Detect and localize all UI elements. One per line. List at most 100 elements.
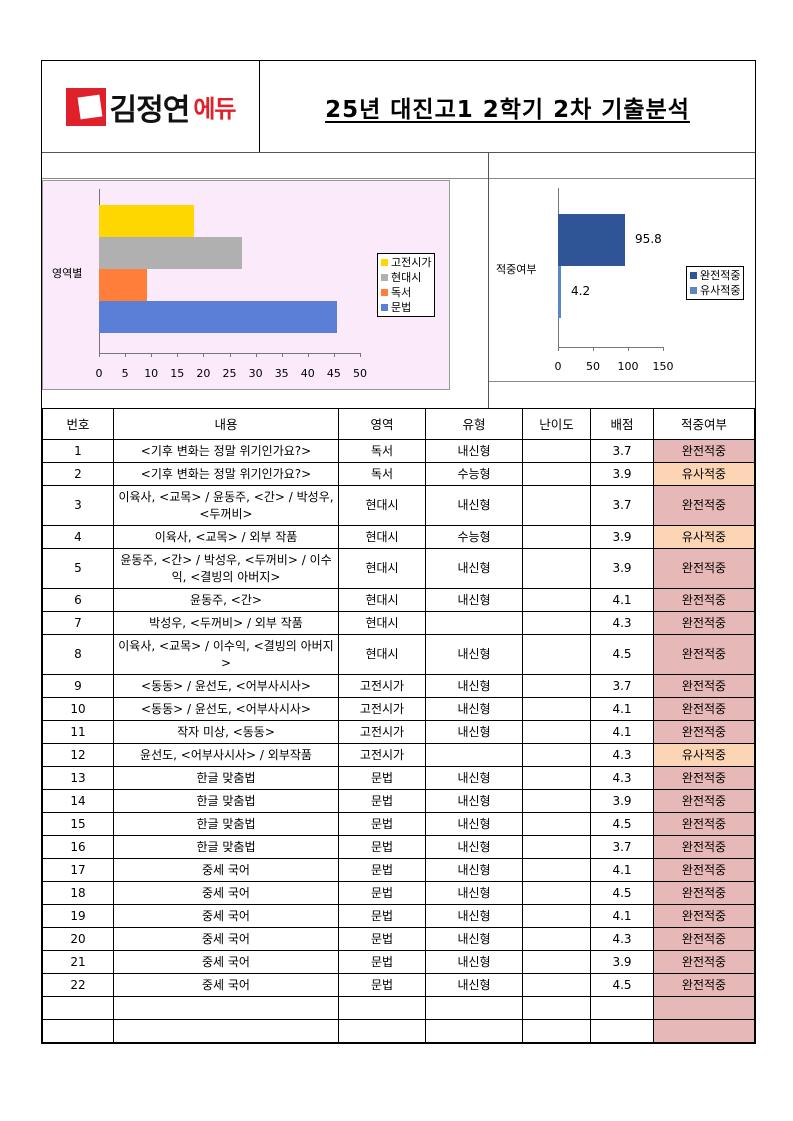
legend-item: 현대시 [381,270,431,285]
cell-type: 내신형 [425,439,523,463]
cell-score: 3.9 [590,950,654,974]
cell-area: 문법 [338,812,426,836]
cell-score: 3.9 [590,525,654,549]
cell-hit: 완전적중 [653,789,755,813]
col-content: 내용 [113,408,339,440]
cell-content: <기후 변화는 정말 위기인가요?> [113,439,339,463]
cell-area: 독서 [338,439,426,463]
cell-difficulty [522,743,591,767]
area-bar [99,205,194,237]
empty-cell [590,996,654,1020]
cell-difficulty [522,439,591,463]
area-bar [99,237,242,269]
cell-number: 13 [42,766,114,790]
cell-difficulty [522,634,591,675]
cell-difficulty [522,462,591,486]
cell-content: 이육사, <교목> / 윤동주, <간> / 박성우, <두꺼비> [113,485,339,526]
cell-number: 18 [42,881,114,905]
col-area: 영역 [338,408,426,440]
cell-difficulty [522,548,591,589]
question-table: 번호 내용 영역 유형 난이도 배점 적중여부 1 <기후 변화는 정말 위기인가… [42,408,755,1043]
cell-difficulty [522,674,591,698]
xtick-label: 30 [248,367,263,380]
table-row: 18 중세 국어 문법 내신형 4.5 완전적중 [42,881,755,905]
cell-number: 15 [42,812,114,836]
cell-difficulty [522,973,591,997]
cell-hit: 완전적중 [653,904,755,928]
col-score: 배점 [590,408,654,440]
cell-type: 내신형 [425,858,523,882]
cell-area: 문법 [338,881,426,905]
cell-content: 중세 국어 [113,950,339,974]
table-row: 17 중세 국어 문법 내신형 4.1 완전적중 [42,858,755,882]
cell-type: 수능형 [425,462,523,486]
cell-content: 중세 국어 [113,858,339,882]
cell-difficulty [522,789,591,813]
cell-type: 수능형 [425,525,523,549]
cell-content: 이육사, <교목> / 외부 작품 [113,525,339,549]
cell-score: 4.3 [590,766,654,790]
xtick-label: 0 [95,367,103,380]
xtick-label: 100 [617,360,639,373]
xtick-label: 10 [144,367,159,380]
cell-hit: 완전적중 [653,588,755,612]
empty-cell [425,1019,523,1043]
cell-area: 문법 [338,973,426,997]
cell-number: 2 [42,462,114,486]
xtick-label: 35 [274,367,289,380]
header: 김정연 에듀 25년 대진고1 2학기 2차 기출분석 [42,61,755,153]
hit-chart-plot: 적중여부 95.8 4.2 0 50 100 150 완전적중 유사적중 [489,180,755,382]
cell-type: 내신형 [425,697,523,721]
cell-score: 3.7 [590,835,654,859]
cell-number: 14 [42,789,114,813]
cell-difficulty [522,766,591,790]
area-bar [99,301,337,333]
cell-difficulty [522,611,591,635]
table-body: 1 <기후 변화는 정말 위기인가요?> 독서 내신형 3.7 완전적중 2 <기후 변화는 … [42,439,755,1043]
hit-bar-value: 4.2 [571,284,591,298]
cell-hit: 완전적중 [653,720,755,744]
title-cell: 25년 대진고1 2학기 2차 기출분석 [260,61,755,152]
table-row: 15 한글 맞춤법 문법 내신형 4.5 완전적중 [42,812,755,836]
cell-type: 내신형 [425,973,523,997]
cell-content: 이육사, <교목> / 이수익, <결빙의 아버지> [113,634,339,675]
cell-number: 11 [42,720,114,744]
cell-score: 3.9 [590,789,654,813]
cell-hit: 완전적중 [653,674,755,698]
table-row: 13 한글 맞춤법 문법 내신형 4.3 완전적중 [42,766,755,790]
cell-content: <동동> / 윤선도, <어부사시사> [113,697,339,721]
table-row: 14 한글 맞춤법 문법 내신형 3.9 완전적중 [42,789,755,813]
table-row: 3 이육사, <교목> / 윤동주, <간> / 박성우, <두꺼비> 현대시 내신형… [42,485,755,526]
empty-cell [338,996,426,1020]
cell-score: 4.3 [590,611,654,635]
table-row: 19 중세 국어 문법 내신형 4.1 완전적중 [42,904,755,928]
cell-hit: 완전적중 [653,927,755,951]
cell-number: 10 [42,697,114,721]
table-row: 16 한글 맞춤법 문법 내신형 3.7 완전적중 [42,835,755,859]
cell-score: 3.7 [590,439,654,463]
cell-number: 5 [42,548,114,589]
cell-difficulty [522,697,591,721]
empty-cell [522,1019,591,1043]
cell-difficulty [522,525,591,549]
table-header-row: 번호 내용 영역 유형 난이도 배점 적중여부 [42,408,755,440]
cell-content: 윤동주, <간> [113,588,339,612]
cell-hit: 완전적중 [653,973,755,997]
cell-area: 문법 [338,927,426,951]
cell-content: 중세 국어 [113,927,339,951]
logo-suffix: 에듀 [193,95,236,123]
cell-type: 내신형 [425,674,523,698]
cell-type: 내신형 [425,950,523,974]
col-number: 번호 [42,408,114,440]
cell-score: 4.1 [590,720,654,744]
cell-type [425,743,523,767]
cell-area: 고전시가 [338,697,426,721]
table-row: 8 이육사, <교목> / 이수익, <결빙의 아버지> 현대시 내신형 4.5 완전적중 [42,634,755,675]
cell-score: 4.5 [590,973,654,997]
cell-score: 3.9 [590,462,654,486]
cell-type: 내신형 [425,789,523,813]
cell-difficulty [522,881,591,905]
legend-swatch-icon [690,272,697,279]
empty-cell [522,996,591,1020]
cell-type: 내신형 [425,634,523,675]
